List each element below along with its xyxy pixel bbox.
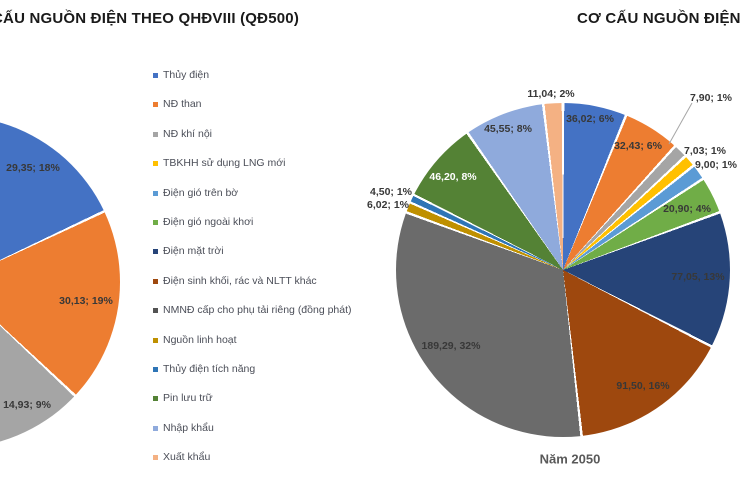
legend: Thủy điện NĐ than NĐ khí nội TBKHH sử dụng … [153, 70, 352, 481]
legend-item: Điện sinh khối, rác và NLTT khác [153, 274, 352, 287]
legend-item-label: Điện mặt trời [163, 245, 224, 258]
slice-label: 9,00; 1% [694, 159, 738, 171]
legend-marker [153, 366, 158, 372]
slice-label: 77,05, 13% [671, 271, 725, 283]
legend-item-label: Nguồn linh hoạt [163, 333, 237, 346]
slice-label: 20,90; 4% [663, 203, 711, 215]
slice-label: 36,02; 6% [566, 113, 614, 125]
legend-marker [153, 73, 158, 78]
legend-item-label: NMNĐ cấp cho phụ tải riêng (đồng phát) [163, 304, 352, 317]
slice-label: 45,55; 8% [484, 123, 532, 135]
legend-marker [153, 425, 158, 431]
slice-label: 11,04; 2% [527, 88, 575, 100]
slice-label: 6,02; 1% [366, 199, 410, 211]
pie-chart-2050 [396, 103, 730, 437]
legend-item-label: Điện sinh khối, rác và NLTT khác [163, 274, 317, 287]
legend-item-label: Điện gió ngoài khơi [163, 215, 254, 228]
legend-marker [153, 131, 158, 137]
legend-item: NĐ khí nội [153, 127, 352, 140]
legend-item: NĐ than [153, 99, 352, 110]
slice-label: 30,13; 19% [59, 295, 113, 307]
left-chart-title: CẤU NGUỒN ĐIỆN THEO QHĐVIII (QĐ500) [0, 10, 300, 27]
legend-item-label: Nhập khẩu [163, 421, 214, 434]
legend-item-label: Thủy điện tích năng [163, 362, 256, 375]
legend-item: NMNĐ cấp cho phụ tải riêng (đồng phát) [153, 305, 352, 316]
legend-item-label: NĐ khí nội [163, 127, 213, 140]
slice-label: 189,29, 32% [421, 340, 481, 352]
legend-item: Xuất khẩu [153, 452, 352, 463]
slice-label: 7,03; 1% [683, 145, 727, 157]
legend-marker [153, 278, 158, 284]
legend-item-label: NĐ than [163, 98, 202, 111]
legend-item-label: TBKHH sử dụng LNG mới [163, 157, 286, 170]
slice-label: 4,50; 1% [369, 186, 413, 198]
legend-marker [153, 190, 158, 196]
legend-item: TBKHH sử dụng LNG mới [153, 158, 352, 169]
legend-marker [153, 219, 158, 225]
legend-item-label: Thủy điện [163, 69, 210, 81]
slice-label: 32,43; 6% [614, 140, 662, 152]
legend-item: Nhập khẩu [153, 421, 352, 434]
legend-item: Điện mặt trời [153, 246, 352, 257]
legend-item: Nguồn linh hoạt [153, 333, 352, 346]
legend-item: Thủy điện [153, 70, 352, 81]
legend-marker [153, 102, 158, 108]
legend-item: Điện gió ngoài khơi [153, 215, 352, 228]
slice-label: 29,35; 18% [6, 162, 60, 174]
legend-marker [153, 161, 158, 167]
legend-marker [153, 249, 158, 255]
legend-item-label: Điện gió trên bờ [163, 186, 239, 199]
slice-label: 46,20, 8% [429, 171, 477, 183]
legend-item-label: Pin lưu trữ [163, 392, 213, 405]
right-chart-caption: Năm 2050 [539, 451, 601, 467]
right-chart-title: CƠ CẤU NGUỒN ĐIỆN TH [577, 10, 740, 27]
legend-marker [153, 396, 158, 402]
slice-label: 7,90; 1% [689, 92, 733, 104]
legend-item: Pin lưu trữ [153, 393, 352, 404]
legend-marker [153, 308, 158, 314]
legend-item: Điện gió trên bờ [153, 186, 352, 199]
legend-marker [153, 455, 158, 461]
slice-label: 14,93; 9% [3, 399, 51, 411]
legend-marker [153, 337, 158, 343]
slice-label: 91,50, 16% [616, 380, 670, 392]
legend-item-label: Xuất khẩu [163, 451, 211, 464]
legend-item: Thủy điện tích năng [153, 362, 352, 375]
